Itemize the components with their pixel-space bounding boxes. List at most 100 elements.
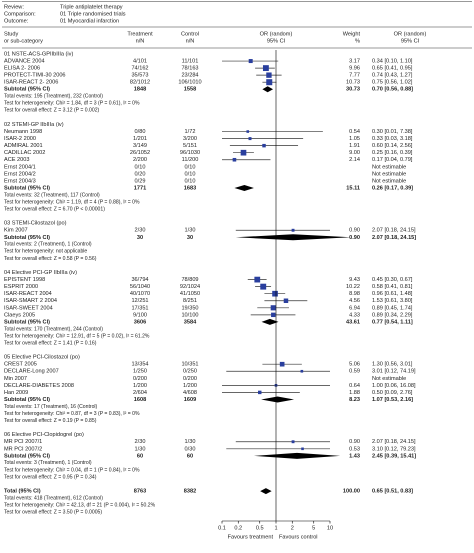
control-value: 4/608 [183, 390, 197, 396]
treatment-value: 1771 [134, 185, 146, 191]
effect-square [260, 283, 267, 290]
weight-value: 0.90 [349, 235, 360, 241]
ci-value: 2.07 [0.18, 24.15] [372, 235, 416, 241]
control-value: 8382 [184, 489, 196, 495]
ci-value: 0.34 [0.10, 1.10] [372, 59, 413, 65]
weight-value: 8.98 [349, 291, 360, 297]
effect-square [248, 137, 252, 141]
study-name: MR PCI 2007/2 [4, 446, 42, 452]
group-note: Test for overall effect: Z = 0.19 (P = 0… [4, 418, 97, 424]
control-value: 0/200 [183, 376, 197, 382]
effect-square [248, 59, 253, 64]
subtotal-label: Subtotal (95% CI) [4, 453, 50, 459]
subtotal-label: Total (95% CI) [4, 489, 41, 495]
control-value: 1/30 [185, 228, 196, 234]
treatment-value: 4/101 [133, 59, 147, 65]
x-tick-label: 5 [312, 525, 315, 531]
treatment-value: 8763 [134, 489, 146, 495]
ci-value: 1.53 [0.61, 3.80] [372, 298, 413, 304]
weight-value: 4.33 [349, 312, 360, 318]
control-value: 1558 [184, 87, 196, 93]
ci-value: 0.70 [0.56, 0.88] [372, 87, 413, 93]
treatment-value: 1608 [134, 397, 146, 403]
total-note: Total events: 418 (Treatment), 612 (Cont… [4, 495, 103, 501]
ci-value: 0.75 [0.56, 1.02] [372, 80, 413, 86]
control-value: 1/200 [183, 383, 197, 389]
weight-value: 1.88 [349, 390, 360, 396]
control-value: 92/1024 [180, 284, 200, 290]
ci-value: 0.89 [0.45, 1.74] [372, 305, 413, 311]
column-header: Weight [343, 31, 361, 37]
ci-value: 3.10 [0.12, 79.23] [372, 446, 416, 452]
column-header: 95% CI [267, 38, 286, 44]
ci-value: Not estimable [372, 164, 406, 170]
header-value: 01 Triple randomised trials [60, 11, 126, 17]
treatment-value: 1/30 [135, 446, 146, 452]
ci-value: 0.25 [0.16, 0.39] [372, 150, 413, 156]
treatment-value: 35/573 [131, 73, 148, 79]
effect-square [291, 228, 295, 232]
column-header: or sub-category [4, 38, 43, 44]
treatment-value: 26/1052 [130, 150, 150, 156]
group-note: Test for heterogeneity: Chi² = 0.87, df … [4, 411, 140, 417]
treatment-value: 17/351 [131, 305, 148, 311]
group-note: Total events: 32 (Treatment), 117 (Contr… [4, 192, 100, 198]
control-value: 0/10 [185, 164, 196, 170]
control-value: 106/1010 [178, 80, 201, 86]
x-tick-label: 0.5 [256, 525, 264, 531]
ci-value: 0.45 [0.30, 0.67] [372, 277, 413, 283]
treatment-value: 0/29 [135, 178, 146, 184]
ci-value: 0.77 [0.54, 1.11] [372, 319, 413, 325]
group-note: Test for overall effect: Z = 0.58 (P = 0… [4, 256, 97, 262]
ci-value: 0.74 [0.43, 1.27] [372, 73, 413, 79]
study-name: Ernst 2004/1 [4, 164, 36, 170]
effect-square [272, 290, 278, 297]
weight-value: 5.06 [349, 362, 360, 368]
control-value: 10/100 [181, 312, 198, 318]
column-header: OR (random) [394, 31, 427, 37]
control-value: 0/250 [183, 369, 197, 375]
control-value: 78/809 [181, 277, 198, 283]
treatment-value: 40/1070 [130, 291, 150, 297]
group-note: Test for heterogeneity: Chi² = 1.84, df … [4, 101, 140, 107]
header-value: 01 Myocardial infarction [60, 18, 119, 24]
weight-value: 1.91 [349, 143, 360, 149]
x-tick-label: 0.2 [234, 525, 242, 531]
control-value: 60 [187, 453, 193, 459]
weight-value: 9.43 [349, 277, 360, 283]
treatment-value: 36/794 [131, 277, 148, 283]
ci-value: 1.00 [0.06, 16.08] [372, 383, 416, 389]
weight-value: 43.61 [346, 319, 360, 325]
ci-value: 1.30 [0.56, 3.01] [372, 362, 413, 368]
weight-value: 0.53 [349, 446, 360, 452]
group-note: Total events: 17 (Treatment), 16 (Contro… [4, 404, 98, 410]
effect-square [232, 157, 237, 162]
weight-value: 10.73 [346, 80, 360, 86]
control-value: 3/200 [183, 136, 197, 142]
total-note: Test for heterogeneity: Chi² = 42.13, df… [4, 503, 156, 509]
summary-diamond [262, 86, 274, 93]
favours-right: Favours control [279, 534, 318, 540]
column-header: % [355, 38, 360, 44]
summary-diamond [234, 184, 254, 191]
study-name: ACE 2003 [4, 157, 30, 163]
summary-diamond [260, 488, 272, 495]
study-name: EPISTENT 1998 [4, 277, 45, 283]
control-value: 1/30 [185, 439, 196, 445]
column-header: n/N [136, 38, 145, 44]
study-name: ISAR-2 2000 [4, 136, 36, 142]
effect-square [266, 79, 273, 86]
weight-value: 9.00 [349, 150, 360, 156]
ci-value: 1.07 [0.53, 2.16] [372, 397, 413, 403]
treatment-value: 3606 [134, 319, 146, 325]
study-name: Ernst 2004/2 [4, 171, 36, 177]
weight-value: 100.00 [343, 489, 360, 495]
x-tick-label: 1 [274, 525, 277, 531]
effect-square [300, 369, 304, 373]
control-value: 1609 [184, 397, 196, 403]
weight-value: 10.22 [346, 284, 360, 290]
treatment-value: 82/1012 [130, 80, 150, 86]
treatment-value: 0/80 [135, 129, 146, 135]
treatment-value: 13/354 [131, 362, 148, 368]
treatment-value: 74/162 [131, 66, 148, 72]
